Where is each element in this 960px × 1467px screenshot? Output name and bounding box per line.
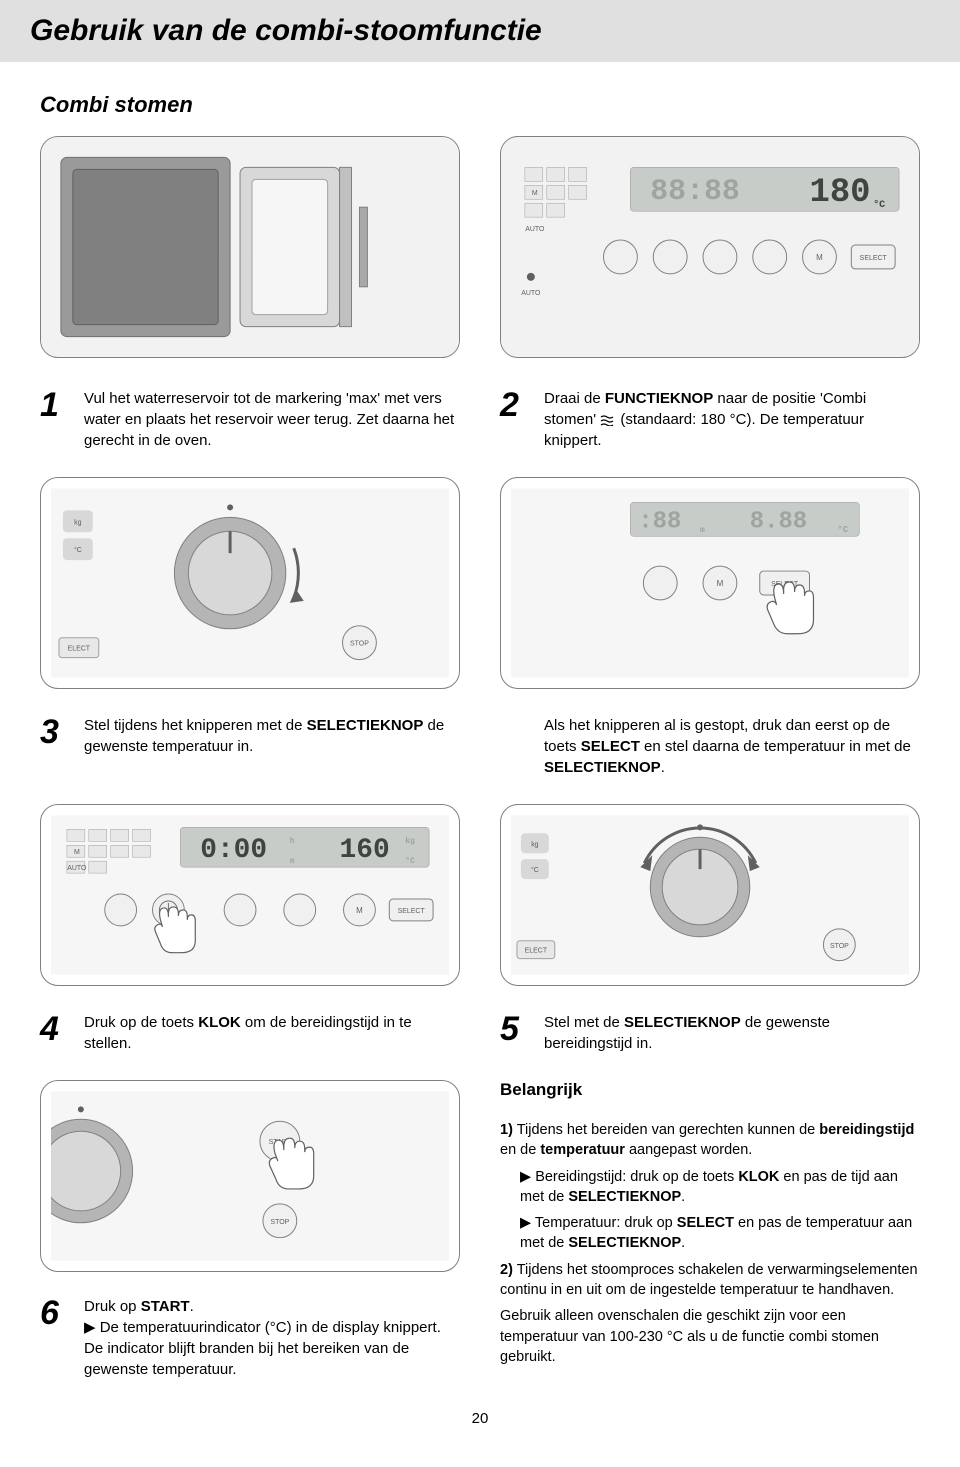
- m-btn-label: M: [816, 253, 823, 262]
- row-step-6-important: START STOP 6 Druk op START.: [40, 1080, 920, 1380]
- step-6-text: Druk op START. ▶ De temperatuurindicator…: [84, 1296, 460, 1380]
- control-panel-svg: M AUTO 88:88 180 °C: [501, 137, 919, 357]
- svg-text:°C: °C: [873, 199, 885, 210]
- svg-text:AUTO: AUTO: [67, 865, 87, 872]
- illustration-select-knob-arc: kg °C ELECT: [500, 804, 920, 986]
- svg-text:ELECT: ELECT: [525, 948, 548, 955]
- lcd-temp: 180: [810, 174, 871, 212]
- page-number: 20: [0, 1410, 960, 1427]
- step-3-num: 3: [40, 715, 72, 749]
- select-btn-label: SELECT: [860, 255, 888, 262]
- svg-text:M: M: [717, 579, 724, 588]
- row-steps-1-2: 1 Vul het waterreservoir tot de markerin…: [40, 388, 920, 451]
- step-3-note: Als het knipperen al is gestopt, druk da…: [500, 715, 920, 778]
- triangle-bullet-icon: ▶: [84, 1319, 100, 1336]
- illustration-oven-door: [40, 136, 460, 358]
- svg-text:kg: kg: [405, 837, 415, 846]
- illustration-control-panel: M AUTO 88:88 180 °C: [500, 136, 920, 358]
- step-6: 6 Druk op START. ▶ De temperatuurindicat…: [40, 1296, 460, 1380]
- illustration-function-knob: kg °C ELECT: [40, 477, 460, 689]
- svg-text:°C: °C: [405, 857, 415, 866]
- step-5: 5 Stel met de SELECTIEKNOP de gewenste b…: [500, 1012, 920, 1054]
- svg-text:h: h: [290, 837, 295, 846]
- lcd-time-ghost: 88:88: [650, 174, 740, 208]
- svg-text:SELECT: SELECT: [398, 908, 426, 915]
- row-illus-knob-select: kg °C ELECT: [40, 477, 920, 689]
- illustration-start-press: START STOP: [40, 1080, 460, 1272]
- svg-text:kg: kg: [74, 519, 81, 526]
- step-2-num: 2: [500, 388, 532, 422]
- svg-text:STOP: STOP: [350, 641, 369, 648]
- page-header: Gebruik van de combi-stoomfunctie: [0, 0, 960, 62]
- illustration-select-press: :88 8.88 °C m M SELECT: [500, 477, 920, 689]
- important-body: 1) Tijdens het bereiden van gerechten ku…: [500, 1120, 920, 1373]
- svg-text:STOP: STOP: [830, 943, 849, 950]
- svg-text:160: 160: [340, 835, 390, 866]
- svg-text:°C: °C: [837, 525, 848, 535]
- oven-door-svg: [41, 137, 459, 357]
- svg-text:m: m: [290, 857, 295, 866]
- step-6-num: 6: [40, 1296, 72, 1330]
- step-3-text: Stel tijdens het knipperen met de SELECT…: [84, 715, 460, 757]
- svg-text:m: m: [700, 526, 705, 535]
- illustration-panel-clock-press: M AUTO 0:00 160 h m kg °C: [40, 804, 460, 986]
- svg-text:AUTO: AUTO: [521, 290, 541, 297]
- step-4-num: 4: [40, 1012, 72, 1046]
- svg-text:STOP: STOP: [270, 1219, 289, 1226]
- hero-row: M AUTO 88:88 180 °C: [40, 136, 920, 358]
- row-illus-3: M AUTO 0:00 160 h m kg °C: [40, 804, 920, 986]
- svg-text:8.88: 8.88: [750, 508, 807, 535]
- step-5-num: 5: [500, 1012, 532, 1046]
- triangle-bullet-icon: ▶: [520, 1215, 535, 1231]
- combi-steam-icon: [600, 411, 620, 428]
- m-label: M: [532, 190, 538, 197]
- svg-text::88: :88: [638, 508, 681, 535]
- row-step-3: 3 Stel tijdens het knipperen met de SELE…: [40, 715, 920, 778]
- step-1: 1 Vul het waterreservoir tot de markerin…: [40, 388, 460, 451]
- step-3: 3 Stel tijdens het knipperen met de SELE…: [40, 715, 460, 757]
- svg-text:M: M: [356, 906, 363, 915]
- step-2: 2 Draai de FUNCTIEKNOP naar de positie '…: [500, 388, 920, 451]
- step-5-text: Stel met de SELECTIEKNOP de gewenste ber…: [544, 1012, 920, 1054]
- svg-text:kg: kg: [531, 841, 538, 848]
- section-title: Combi stomen: [40, 92, 960, 118]
- page-title: Gebruik van de combi-stoomfunctie: [30, 14, 930, 48]
- svg-text:ELECT: ELECT: [68, 646, 91, 653]
- important-title: Belangrijk: [500, 1080, 920, 1100]
- row-steps-4-5: 4 Druk op de toets KLOK om de bereidings…: [40, 1012, 920, 1054]
- content: M AUTO 88:88 180 °C: [0, 136, 960, 1380]
- step-4: 4 Druk op de toets KLOK om de bereidings…: [40, 1012, 460, 1054]
- svg-text:M: M: [74, 849, 80, 856]
- step-4-text: Druk op de toets KLOK om de bereidingsti…: [84, 1012, 460, 1054]
- triangle-bullet-icon: ▶: [520, 1169, 535, 1185]
- auto-label: AUTO: [525, 226, 545, 233]
- svg-text:°C: °C: [74, 546, 82, 554]
- svg-text:°C: °C: [531, 866, 539, 874]
- step-1-num: 1: [40, 388, 72, 422]
- step-2-text: Draai de FUNCTIEKNOP naar de positie 'Co…: [544, 388, 920, 451]
- step-1-text: Vul het waterreservoir tot de markering …: [84, 388, 460, 451]
- svg-text:0:00: 0:00: [200, 835, 267, 866]
